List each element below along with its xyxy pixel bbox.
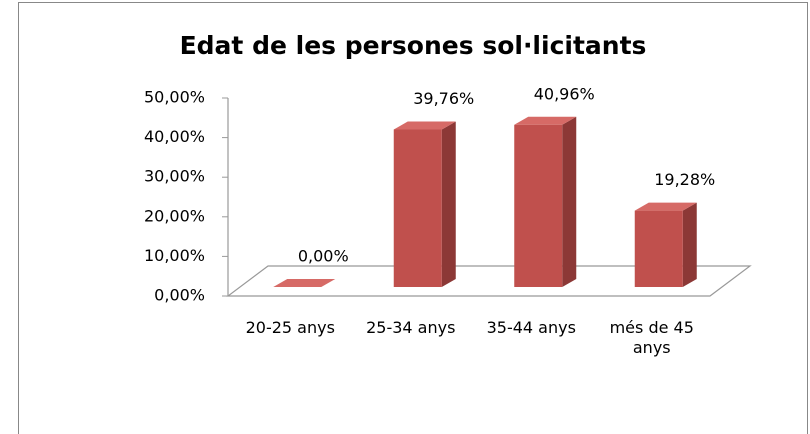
bar-top — [634, 202, 697, 211]
y-tick-label: 50,00% — [144, 88, 205, 107]
x-tick-label: més de 45 anys — [609, 318, 694, 357]
bar — [273, 279, 336, 287]
x-tick-label: 20-25 anys — [245, 318, 335, 337]
bar — [393, 121, 456, 287]
x-tick-label: 35-44 anys — [486, 318, 576, 337]
bar-side — [441, 121, 456, 287]
bar-top — [514, 116, 577, 125]
y-tick-label: 30,00% — [144, 167, 205, 186]
chart-title: Edat de les persones sol·licitants — [180, 31, 647, 60]
bar-top — [273, 279, 336, 287]
y-tick-label: 40,00% — [144, 127, 205, 146]
bar — [634, 202, 697, 287]
bar — [514, 116, 577, 287]
value-label: 40,96% — [534, 84, 595, 103]
bar-front — [634, 210, 683, 287]
bar-front — [514, 124, 563, 287]
value-label: 19,28% — [654, 170, 715, 189]
bar-top — [393, 121, 456, 130]
y-tick-label: 10,00% — [144, 246, 205, 265]
bar-side — [562, 116, 577, 287]
bar-front — [393, 129, 442, 287]
y-tick-label: 0,00% — [154, 286, 205, 305]
value-label: 0,00% — [298, 247, 349, 266]
y-tick-label: 20,00% — [144, 206, 205, 225]
bar-side — [682, 202, 697, 287]
x-tick-label: 25-34 anys — [366, 318, 456, 337]
value-label: 39,76% — [413, 89, 474, 108]
floor — [226, 265, 752, 297]
